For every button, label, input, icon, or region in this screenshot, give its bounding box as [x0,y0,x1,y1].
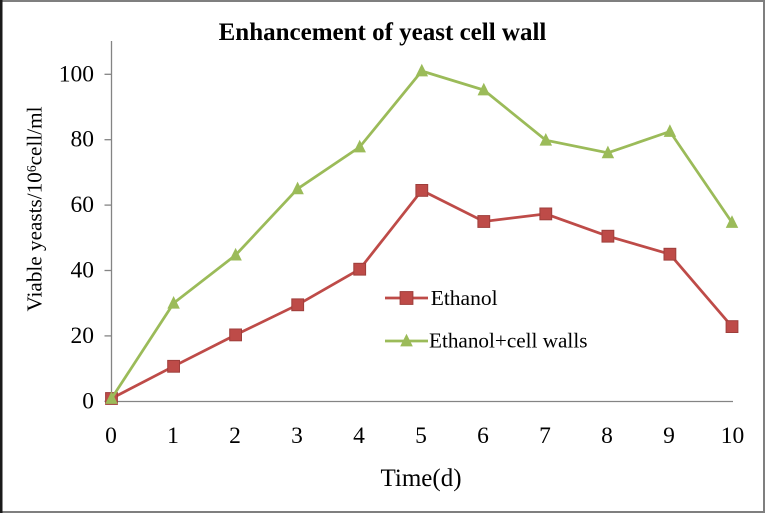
svg-text:8: 8 [601,423,613,449]
svg-text:80: 80 [71,127,95,153]
svg-text:5: 5 [415,423,427,449]
svg-text:100: 100 [59,61,94,87]
svg-text:Ethanol: Ethanol [431,286,498,310]
svg-text:6: 6 [477,423,489,449]
svg-text:0: 0 [105,423,117,449]
svg-text:Ethanol+cell walls: Ethanol+cell walls [429,329,587,353]
svg-text:1: 1 [167,423,179,449]
svg-text:9: 9 [663,423,675,449]
svg-text:60: 60 [71,192,95,218]
svg-text:4: 4 [353,423,365,449]
svg-text:3: 3 [291,423,303,449]
svg-text:20: 20 [71,323,95,349]
svg-text:Viable yeasts/106cell/ml: Viable yeasts/106cell/ml [22,106,46,311]
svg-text:0: 0 [82,388,94,414]
svg-text:10: 10 [721,423,745,449]
svg-text:Time(d): Time(d) [380,465,461,492]
svg-text:2: 2 [229,423,241,449]
svg-text:7: 7 [539,423,551,449]
svg-text:40: 40 [71,258,95,284]
svg-text:Enhancement of yeast cell wall: Enhancement of yeast cell wall [219,19,547,46]
